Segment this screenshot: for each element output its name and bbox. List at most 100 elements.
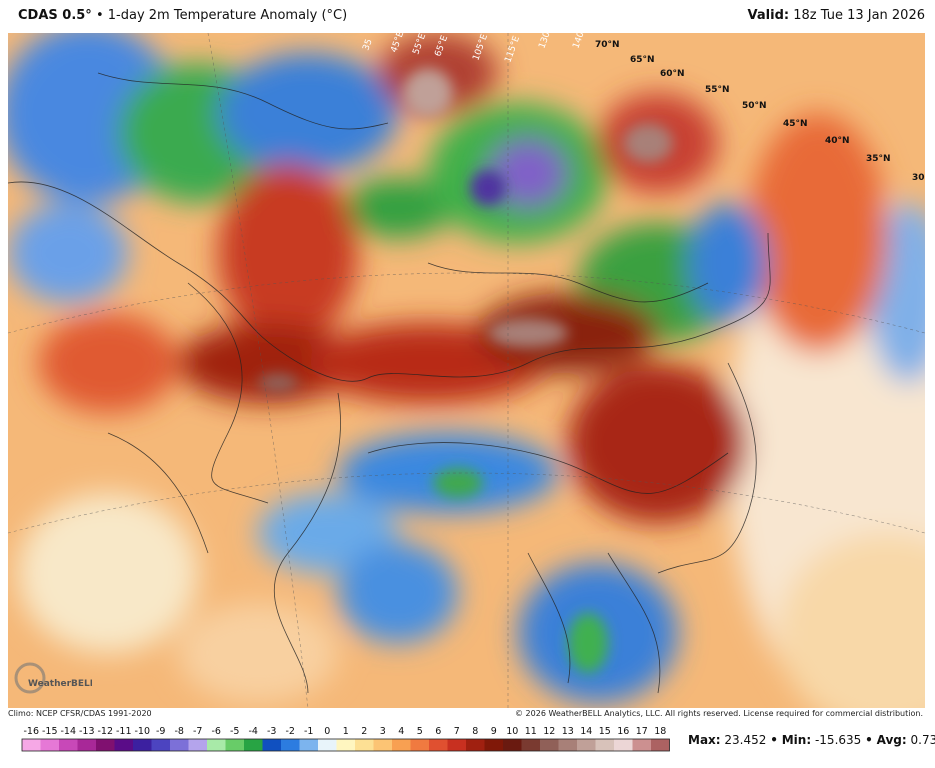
avg-label: Avg: [876, 733, 907, 747]
colorbar-label: 9 [491, 726, 497, 737]
header-title: CDAS 0.5° • 1-day 2m Temperature Anomaly… [18, 8, 347, 23]
lat-label: 35°N [866, 154, 891, 164]
valid-time: 18z Tue 13 Jan 2026 [793, 8, 925, 23]
colorbar-label: -11 [116, 726, 132, 737]
colorbar-cell [133, 739, 152, 751]
colorbar-cell [114, 739, 133, 751]
colorbar-label: 14 [580, 726, 592, 737]
colorbar-cell [244, 739, 263, 751]
colorbar-label: 3 [380, 726, 386, 737]
colorbar-label: 18 [654, 726, 666, 737]
colorbar-label: 7 [454, 726, 460, 737]
logo-mark: WeatherBELL [14, 662, 96, 694]
colorbar-cell [503, 739, 522, 751]
colorbar-label: -10 [134, 726, 150, 737]
lat-label: 50°N [742, 101, 767, 111]
colorbar-label: -14 [60, 726, 76, 737]
colorbar-label: 13 [562, 726, 574, 737]
min-label: Min: [781, 733, 812, 747]
colorbar-label: 17 [636, 726, 648, 737]
colorbar-label: 1 [343, 726, 349, 737]
colorbar-cell [170, 739, 189, 751]
colorbar-label: -7 [193, 726, 202, 737]
colorbar-label: 12 [543, 726, 555, 737]
colorbar-label: 16 [617, 726, 629, 737]
colorbar-label: -1 [304, 726, 313, 737]
colorbar-cell [577, 739, 596, 751]
colorbar-cell [225, 739, 244, 751]
colorbar-label: -5 [230, 726, 239, 737]
colorbar-cell [484, 739, 503, 751]
lat-label: 40°N [825, 136, 850, 146]
colorbar-cell [595, 739, 614, 751]
colorbar-cell [262, 739, 281, 751]
colorbar-cell [558, 739, 577, 751]
colorbar-label: 15 [599, 726, 611, 737]
colorbar-label: -9 [156, 726, 165, 737]
copyright: © 2026 WeatherBELL Analytics, LLC. All r… [515, 709, 923, 718]
colorbar-label: 0 [324, 726, 330, 737]
model-name: CDAS 0.5° [18, 8, 92, 23]
max-label: Max: [688, 733, 721, 747]
max-value: 23.452 [724, 733, 767, 747]
colorbar-label: 5 [417, 726, 423, 737]
colorbar-cell [373, 739, 392, 751]
colorbar-cell [281, 739, 300, 751]
climo-note: Climo: NCEP CFSR/CDAS 1991-2020 [8, 709, 152, 718]
colorbar-label: -12 [97, 726, 113, 737]
colorbar-cell [447, 739, 466, 751]
colorbar-frame [21, 738, 670, 752]
colorbar-cell [466, 739, 485, 751]
colorbar-label: -3 [267, 726, 276, 737]
lat-label: 30°N [912, 173, 925, 183]
colorbar-label: -2 [286, 726, 295, 737]
colorbar-label: -4 [249, 726, 258, 737]
colorbar-cell [429, 739, 448, 751]
colorbar-label: -16 [23, 726, 39, 737]
colorbar-cell [540, 739, 559, 751]
colorbar-label: -8 [175, 726, 184, 737]
valid-label: Valid: [747, 8, 790, 23]
colorbar-cell [392, 739, 411, 751]
colorbar-label: 4 [398, 726, 404, 737]
colorbar-label: -15 [42, 726, 58, 737]
colorbar-cell [521, 739, 540, 751]
colorbar: -16 -15 -14 -13 -12 -11 -10 -9 -8 -7 -6 -5 -4 -3 -2 -1 0… [21, 726, 670, 752]
colorbar-cell [355, 739, 374, 751]
logo: WeatherBELL [12, 660, 96, 696]
lat-label: 65°N [630, 55, 655, 65]
colorbar-cell [207, 739, 226, 751]
colorbar-label: 10 [506, 726, 518, 737]
separator: • [770, 733, 778, 747]
map: 70°N65°N60°N55°N50°N45°N40°N35°N30°N3545… [8, 33, 925, 708]
lat-label: 55°N [705, 85, 730, 95]
colorbar-cell [151, 739, 170, 751]
colorbar-cell [40, 739, 59, 751]
colorbar-label: -6 [212, 726, 221, 737]
lon-label: 35 [361, 38, 374, 52]
colorbar-cell [410, 739, 429, 751]
colorbar-cell [96, 739, 115, 751]
anomaly-field [8, 33, 925, 708]
lat-label: 60°N [660, 69, 685, 79]
separator: • [95, 8, 104, 23]
lat-label: 45°N [783, 119, 808, 129]
colorbar-label: 8 [472, 726, 478, 737]
colorbar-cell [299, 739, 318, 751]
colorbar-cell [614, 739, 633, 751]
header-valid: Valid: 18z Tue 13 Jan 2026 [748, 8, 925, 23]
separator: • [865, 733, 873, 747]
colorbar-cell [59, 739, 78, 751]
colorbar-cell [77, 739, 96, 751]
logo-text: WeatherBELL [28, 679, 92, 689]
colorbar-label: -13 [79, 726, 95, 737]
colorbar-cell [318, 739, 337, 751]
colorbar-cell [651, 739, 670, 751]
colorbar-cell [188, 739, 207, 751]
colorbar-label: 6 [435, 726, 441, 737]
lat-label: 70°N [595, 40, 620, 50]
min-value: -15.635 [814, 733, 862, 747]
colorbar-label: 2 [361, 726, 367, 737]
title: 1-day 2m Temperature Anomaly (°C) [107, 8, 348, 23]
